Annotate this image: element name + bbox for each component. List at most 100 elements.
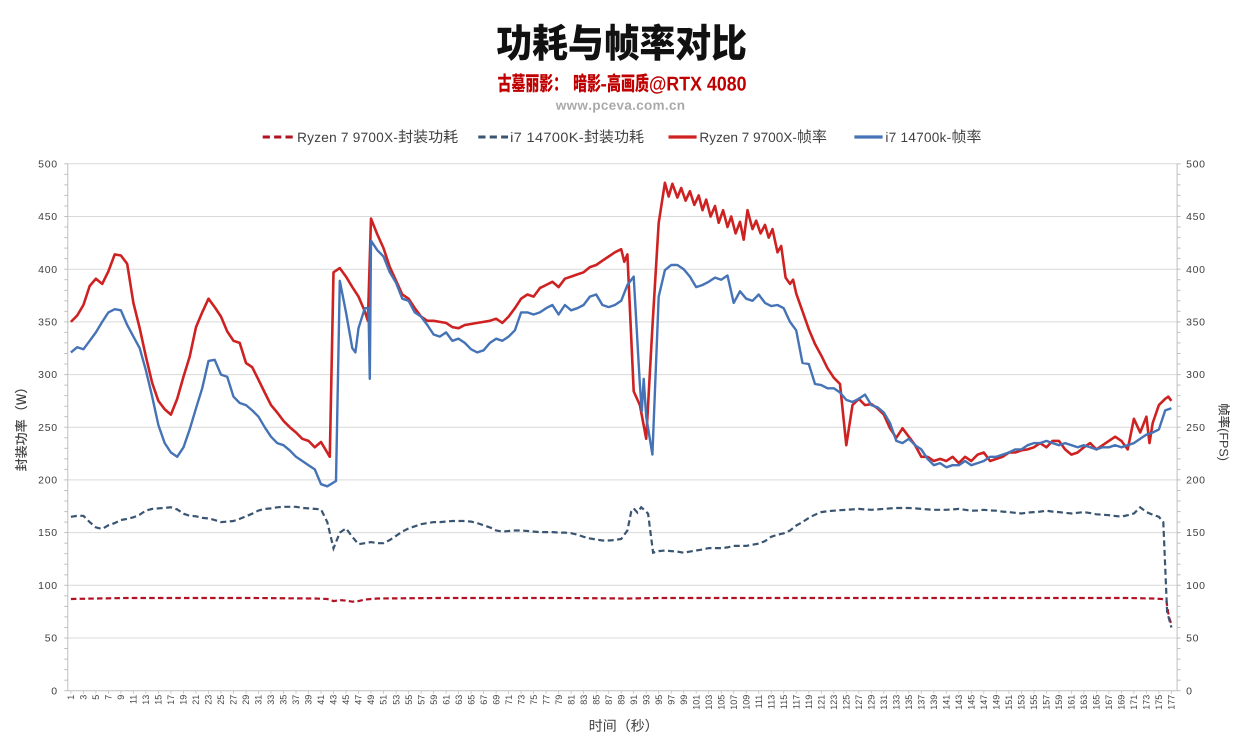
svg-text:111: 111	[754, 695, 764, 709]
svg-text:137: 137	[917, 695, 927, 710]
svg-text:13: 13	[141, 695, 151, 705]
svg-text:83: 83	[579, 695, 589, 705]
svg-text:147: 147	[979, 695, 989, 710]
svg-text:103: 103	[704, 695, 714, 710]
svg-text:79: 79	[554, 695, 564, 705]
svg-text:71: 71	[504, 695, 514, 705]
svg-text:3: 3	[79, 695, 89, 700]
svg-text:67: 67	[479, 695, 489, 705]
svg-text:0: 0	[1186, 685, 1193, 697]
svg-text:115: 115	[779, 695, 789, 709]
svg-text:113: 113	[766, 695, 776, 709]
svg-text:125: 125	[842, 695, 852, 710]
svg-text:150: 150	[38, 527, 58, 539]
svg-text:200: 200	[1186, 475, 1206, 487]
svg-text:163: 163	[1079, 695, 1089, 710]
svg-text:450: 450	[38, 211, 58, 223]
svg-text:250: 250	[38, 422, 58, 434]
svg-text:141: 141	[942, 695, 952, 710]
svg-text:97: 97	[666, 695, 676, 705]
svg-text:31: 31	[254, 695, 264, 705]
svg-text:101: 101	[691, 695, 701, 710]
svg-text:300: 300	[1186, 369, 1206, 381]
svg-text:159: 159	[1054, 695, 1064, 710]
svg-text:39: 39	[304, 695, 314, 705]
svg-text:127: 127	[854, 695, 864, 710]
svg-text:167: 167	[1104, 695, 1114, 710]
svg-text:50: 50	[1186, 633, 1199, 645]
svg-text:105: 105	[716, 695, 726, 710]
svg-text:153: 153	[1017, 695, 1027, 710]
svg-text:165: 165	[1092, 695, 1102, 710]
svg-text:350: 350	[38, 317, 58, 329]
svg-text:100: 100	[1186, 580, 1206, 592]
svg-text:51: 51	[379, 695, 389, 705]
svg-text:63: 63	[454, 695, 464, 705]
svg-text:133: 133	[892, 695, 902, 710]
svg-text:53: 53	[391, 695, 401, 705]
svg-text:17: 17	[166, 695, 176, 705]
svg-text:99: 99	[679, 695, 689, 705]
svg-text:87: 87	[604, 695, 614, 705]
svg-text:250: 250	[1186, 422, 1206, 434]
svg-text:11: 11	[129, 695, 139, 704]
svg-text:55: 55	[404, 695, 414, 705]
svg-text:45: 45	[341, 695, 351, 705]
svg-text:69: 69	[491, 695, 501, 705]
svg-text:47: 47	[354, 695, 364, 705]
svg-text:89: 89	[616, 695, 626, 705]
svg-text:139: 139	[929, 695, 939, 710]
svg-text:145: 145	[967, 695, 977, 710]
svg-text:50: 50	[45, 633, 58, 645]
svg-text:37: 37	[291, 695, 301, 705]
svg-text:157: 157	[1042, 695, 1052, 710]
svg-text:65: 65	[466, 695, 476, 705]
svg-text:107: 107	[729, 695, 739, 710]
svg-text:131: 131	[879, 695, 889, 710]
svg-text:135: 135	[904, 695, 914, 710]
svg-text:300: 300	[38, 369, 58, 381]
svg-text:41: 41	[316, 695, 326, 705]
svg-text:151: 151	[1004, 695, 1014, 710]
svg-text:49: 49	[366, 695, 376, 705]
svg-text:169: 169	[1117, 695, 1127, 710]
svg-text:123: 123	[829, 695, 839, 710]
svg-text:100: 100	[38, 580, 58, 592]
svg-text:91: 91	[629, 695, 639, 705]
svg-text:33: 33	[266, 695, 276, 705]
svg-text:350: 350	[1186, 317, 1206, 329]
svg-text:95: 95	[654, 695, 664, 705]
svg-text:85: 85	[591, 695, 601, 705]
svg-text:77: 77	[541, 695, 551, 705]
svg-text:43: 43	[329, 695, 339, 705]
svg-text:73: 73	[516, 695, 526, 705]
svg-text:27: 27	[229, 695, 239, 705]
svg-text:171: 171	[1129, 695, 1139, 710]
svg-text:7: 7	[104, 695, 114, 700]
svg-text:173: 173	[1142, 695, 1152, 710]
svg-text:143: 143	[954, 695, 964, 710]
svg-text:81: 81	[566, 695, 576, 705]
svg-text:75: 75	[529, 695, 539, 705]
svg-text:57: 57	[416, 695, 426, 705]
svg-text:121: 121	[817, 695, 827, 710]
svg-text:93: 93	[641, 695, 651, 705]
svg-text:59: 59	[429, 695, 439, 705]
svg-text:29: 29	[241, 695, 251, 705]
svg-text:25: 25	[216, 695, 226, 705]
svg-text:23: 23	[204, 695, 214, 705]
svg-text:400: 400	[38, 264, 58, 276]
svg-text:15: 15	[154, 695, 164, 705]
svg-text:500: 500	[38, 158, 58, 170]
svg-text:450: 450	[1186, 211, 1206, 223]
svg-text:0: 0	[51, 685, 58, 697]
svg-text:19: 19	[179, 695, 189, 705]
svg-text:117: 117	[791, 695, 801, 709]
svg-text:5: 5	[91, 695, 101, 700]
svg-text:1: 1	[66, 695, 76, 700]
svg-text:21: 21	[191, 695, 201, 705]
svg-text:200: 200	[38, 475, 58, 487]
svg-text:61: 61	[441, 695, 451, 705]
svg-text:155: 155	[1029, 695, 1039, 710]
svg-text:400: 400	[1186, 264, 1206, 276]
